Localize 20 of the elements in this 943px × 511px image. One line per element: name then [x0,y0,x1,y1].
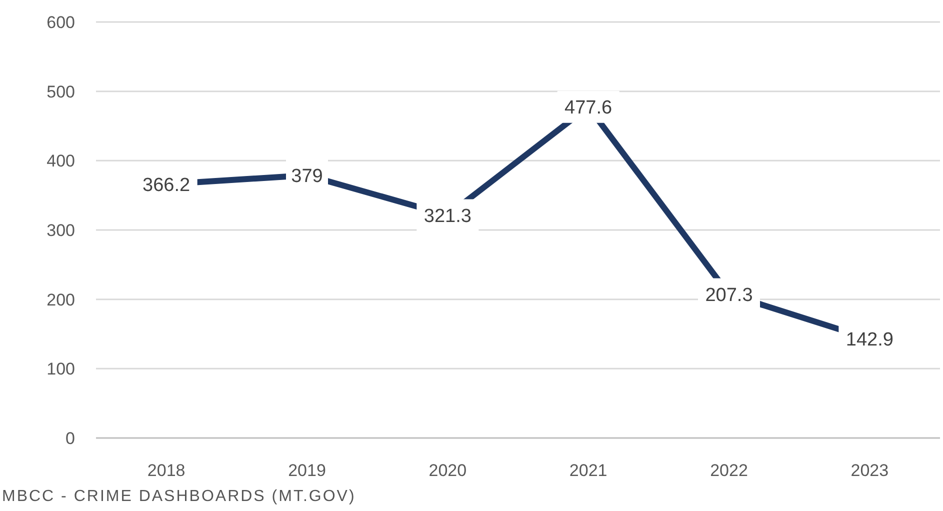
x-tick-label: 2018 [147,461,186,480]
y-tick-label: 300 [46,220,75,240]
x-tick-label: 2019 [288,461,326,480]
x-tick-label: 2020 [428,461,467,480]
x-tick-label: 2021 [569,461,608,480]
data-label: 207.3 [705,284,753,306]
y-tick-label: 600 [46,12,75,32]
data-label: 366.2 [142,174,190,196]
x-tick-label: 2022 [710,461,748,480]
text: MBCC - CRIME DASHBOARDS (MT.GOV) [2,488,356,505]
y-tick-label: 100 [46,360,75,379]
data-label: 321.3 [424,206,472,227]
x-tick-label: 2023 [850,461,889,480]
y-tick-label: 200 [46,290,75,310]
data-label: 379 [291,166,323,187]
data-label: 142.9 [846,330,894,351]
y-tick-label: 0 [66,428,75,448]
y-tick-label: 400 [46,152,75,171]
y-tick-label: 500 [46,82,75,102]
data-label: 477.6 [564,98,612,119]
